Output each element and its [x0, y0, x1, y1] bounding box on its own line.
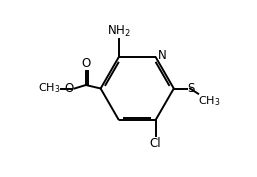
Text: N: N [158, 49, 166, 62]
Text: CH$_3$: CH$_3$ [38, 82, 61, 95]
Text: O: O [65, 82, 74, 95]
Text: O: O [81, 57, 90, 70]
Text: CH$_3$: CH$_3$ [198, 95, 221, 108]
Text: Cl: Cl [150, 137, 161, 150]
Text: S: S [187, 82, 194, 95]
Text: NH$_2$: NH$_2$ [107, 23, 131, 39]
